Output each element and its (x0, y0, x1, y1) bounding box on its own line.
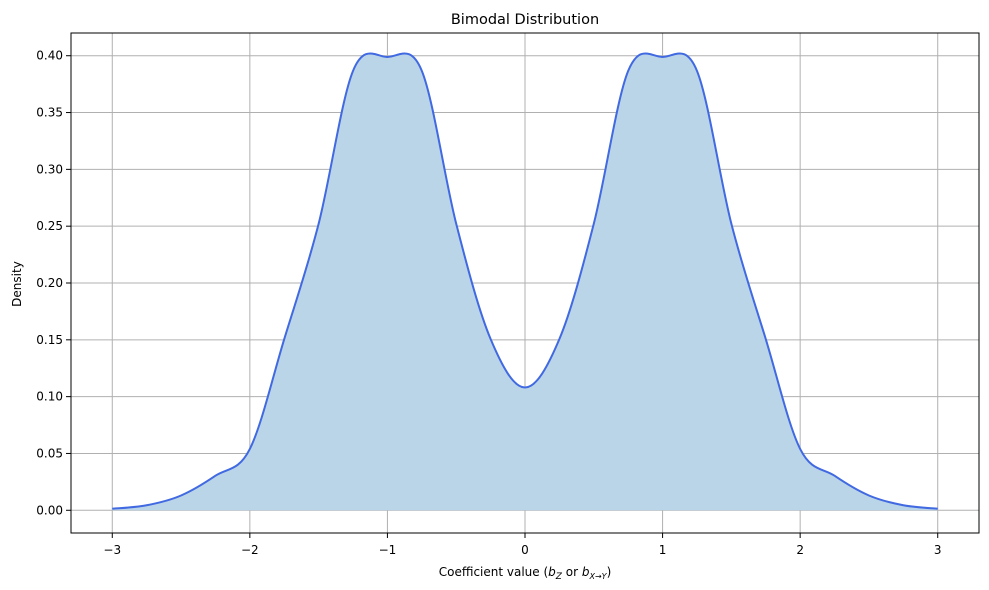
y-tick-label: 0.15 (36, 333, 63, 347)
x-tick-label: −1 (379, 543, 397, 557)
x-tick-label: 3 (934, 543, 942, 557)
y-tick-label: 0.10 (36, 390, 63, 404)
y-tick-label: 0.35 (36, 106, 63, 120)
x-axis-ticks: −3 −2 −1 0 1 2 3 (103, 533, 942, 557)
y-tick-label: 0.20 (36, 276, 63, 290)
y-axis-title: Density (10, 261, 24, 307)
y-axis-ticks: 0.00 0.05 0.10 0.15 0.20 0.25 0.30 0.35 0.40 (36, 49, 71, 517)
y-tick-label: 0.00 (36, 503, 63, 517)
y-tick-label: 0.05 (36, 446, 63, 460)
density-area-fill (112, 53, 938, 511)
chart-title: Bimodal Distribution (451, 12, 599, 28)
x-tick-label: 1 (659, 543, 667, 557)
x-axis-title: Coefficient value (bZ or bX→Y) (439, 565, 612, 582)
y-tick-label: 0.30 (36, 162, 63, 176)
x-tick-label: −2 (241, 543, 259, 557)
density-curve-line (112, 52, 938, 510)
x-tick-label: −3 (103, 543, 121, 557)
y-tick-label: 0.25 (36, 219, 63, 233)
y-tick-label: 0.40 (36, 49, 63, 63)
x-tick-label: 0 (521, 543, 529, 557)
x-tick-label: 2 (796, 543, 804, 557)
